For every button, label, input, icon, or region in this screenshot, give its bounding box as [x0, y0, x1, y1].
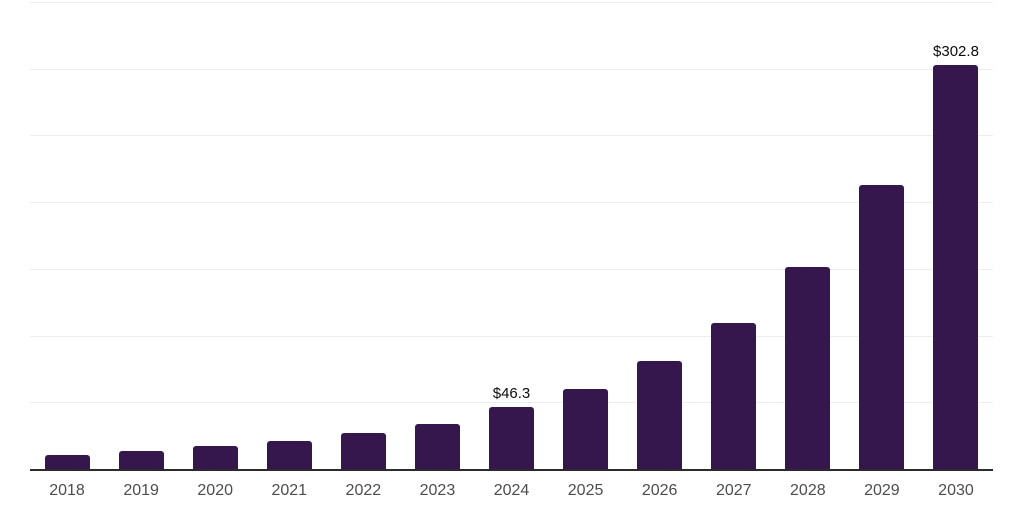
x-tick-label-2021: 2021 — [271, 482, 308, 499]
bar-slot-2019 — [104, 2, 178, 469]
x-tick-label-2018: 2018 — [49, 482, 85, 499]
gridline-150 — [30, 268, 993, 270]
bar-slot-2029 — [845, 2, 919, 469]
x-tick-label-2019: 2019 — [123, 482, 159, 499]
bar-2020 — [192, 446, 238, 469]
x-tick-label-2026: 2026 — [641, 482, 678, 499]
x-tick-label-2024: 2024 — [493, 482, 530, 499]
x-tick-label-2025: 2025 — [567, 482, 604, 499]
x-axis-tick-labels: 2018 2019 2020 2021 2022 2023 2024 2025 2026 2027… — [30, 481, 993, 501]
bar-2024 — [489, 407, 534, 469]
gridline-50 — [30, 402, 993, 404]
bar-2025 — [563, 388, 609, 469]
x-tick-label-2028: 2028 — [790, 482, 826, 499]
gridline-200 — [30, 202, 993, 204]
gridline-300 — [30, 68, 993, 70]
bar-2023 — [414, 423, 460, 469]
bar-series: $46.3 $302.8 — [30, 2, 993, 469]
bar-slot-2028 — [771, 2, 845, 469]
bar-2030 — [933, 64, 979, 469]
bar-2019 — [118, 451, 164, 469]
bar-slot-2023 — [400, 2, 474, 469]
bar-slot-2030: $302.8 — [919, 2, 993, 469]
bar-2028 — [785, 266, 831, 469]
bar-2022 — [340, 433, 386, 469]
data-label-2030: $302.8 — [933, 42, 979, 60]
bar-slot-2021 — [252, 2, 326, 469]
bar-slot-2022 — [326, 2, 400, 469]
bar-slot-2025 — [549, 2, 623, 469]
bar-slot-2024: $46.3 — [474, 2, 548, 469]
bar-2026 — [637, 361, 683, 469]
bar-2027 — [711, 322, 757, 469]
bar-slot-2018 — [30, 2, 104, 469]
x-tick-label-2029: 2029 — [864, 482, 900, 499]
bar-slot-2027 — [697, 2, 771, 469]
x-tick-label-2027: 2027 — [715, 482, 752, 499]
data-label-2024: $46.3 — [492, 385, 531, 403]
x-tick-label-2022: 2022 — [345, 482, 382, 499]
x-tick-label-2020: 2020 — [197, 482, 233, 499]
gridline-100 — [30, 335, 993, 337]
bar-slot-2026 — [623, 2, 697, 469]
bar-2029 — [859, 184, 905, 469]
bar-2018 — [44, 455, 90, 469]
x-axis-line — [30, 469, 993, 471]
plot-area: $46.3 $302.8 — [30, 2, 993, 471]
x-tick-label-2030: 2030 — [938, 482, 974, 499]
bar-slot-2020 — [178, 2, 252, 469]
x-tick-label-2023: 2023 — [419, 482, 456, 499]
gridline-250 — [30, 135, 993, 137]
gridline-350 — [30, 2, 993, 3]
bar-2021 — [266, 440, 312, 469]
